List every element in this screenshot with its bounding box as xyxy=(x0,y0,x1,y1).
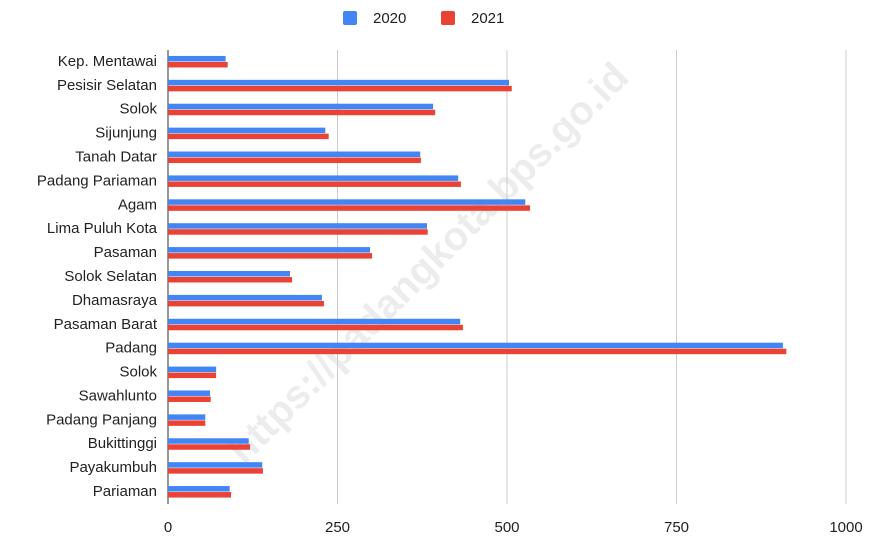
bar xyxy=(168,205,531,211)
y-tick-label: Lima Puluh Kota xyxy=(47,220,158,237)
x-tick-label: 500 xyxy=(494,519,519,536)
bar xyxy=(168,324,463,331)
bar xyxy=(168,229,428,235)
y-tick-label: Agam xyxy=(118,196,157,213)
y-tick-label: Pasaman xyxy=(94,244,157,261)
bar xyxy=(168,390,211,396)
legend-swatch xyxy=(343,11,357,25)
bar xyxy=(168,438,249,444)
bar xyxy=(168,181,461,187)
bar xyxy=(168,277,293,283)
bar xyxy=(168,372,217,379)
bar xyxy=(168,348,787,355)
bar xyxy=(168,342,783,349)
y-tick-label: Kep. Mentawai xyxy=(58,53,157,70)
bar xyxy=(168,294,322,301)
bar xyxy=(168,199,526,205)
y-tick-label: Tanah Datar xyxy=(75,148,157,165)
bar xyxy=(168,223,427,229)
y-tick-label: Sawahlunto xyxy=(79,387,157,404)
y-tick-label: Solok xyxy=(119,101,157,118)
bar xyxy=(168,468,263,474)
bar xyxy=(168,486,230,492)
bar xyxy=(168,462,263,468)
bar xyxy=(168,151,421,158)
y-tick-label: Pariaman xyxy=(93,483,157,500)
y-tick-label: Solok xyxy=(119,364,157,381)
y-tick-label: Padang Pariaman xyxy=(37,172,157,189)
bar xyxy=(168,133,329,140)
bar xyxy=(168,444,251,450)
bar xyxy=(168,85,512,92)
bar xyxy=(168,300,324,307)
bar xyxy=(168,271,291,277)
bar xyxy=(168,247,371,253)
legend-label: 2020 xyxy=(373,10,406,27)
bar xyxy=(168,79,510,86)
y-tick-label: Padang Panjang xyxy=(46,411,157,428)
y-tick-label: Payakumbuh xyxy=(69,459,157,476)
bar xyxy=(168,318,461,325)
bar xyxy=(168,396,211,402)
x-tick-label: 750 xyxy=(664,519,689,536)
y-tick-label: Pasaman Barat xyxy=(54,316,158,333)
x-tick-label: 250 xyxy=(325,519,350,536)
bar xyxy=(168,366,217,373)
bar xyxy=(168,420,206,426)
legend-swatch xyxy=(441,11,455,25)
watermark: https://padangkota.bps.go.id xyxy=(219,54,637,472)
x-tick-label: 1000 xyxy=(829,519,862,536)
y-tick-label: Bukittinggi xyxy=(88,435,157,452)
bar xyxy=(168,253,373,259)
y-tick-label: Pesisir Selatan xyxy=(57,77,157,94)
y-tick-label: Sijunjung xyxy=(95,125,157,142)
bar xyxy=(168,175,459,181)
y-tick-label: Padang xyxy=(105,340,157,357)
bar xyxy=(168,127,326,134)
y-tick-label: Dhamasraya xyxy=(72,292,158,309)
bar xyxy=(168,492,232,498)
bar xyxy=(168,157,421,164)
bar xyxy=(168,61,228,68)
legend-label: 2021 xyxy=(471,10,504,27)
bar xyxy=(168,414,206,420)
bar xyxy=(168,109,436,116)
bar xyxy=(168,55,226,62)
y-tick-label: Solok Selatan xyxy=(64,268,157,285)
bar xyxy=(168,103,434,110)
x-tick-label: 0 xyxy=(164,519,172,536)
